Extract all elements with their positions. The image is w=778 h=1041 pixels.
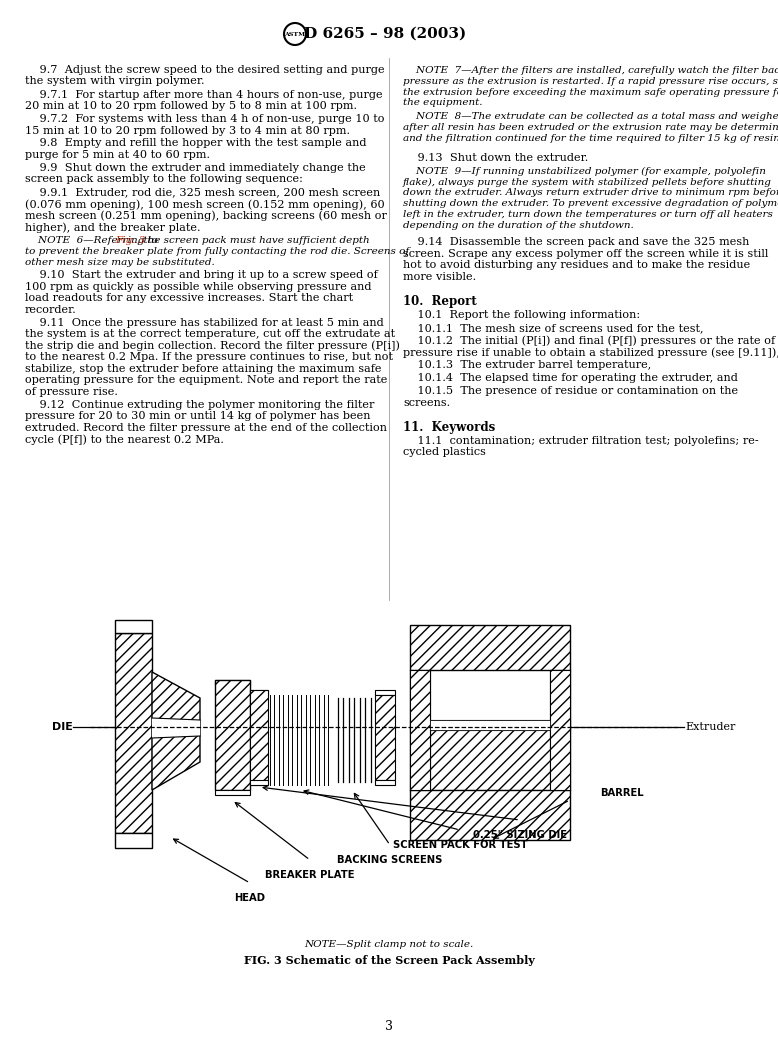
Text: NOTE  7—After the filters are installed, carefully watch the filter back: NOTE 7—After the filters are installed, … <box>403 66 778 75</box>
Text: 10.1.1  The mesh size of screens used for the test,: 10.1.1 The mesh size of screens used for… <box>403 323 703 333</box>
Text: and the filtration continued for the time required to filter 15 kg of resin.: and the filtration continued for the tim… <box>403 134 778 143</box>
Text: DIE: DIE <box>52 722 73 732</box>
Text: NOTE  8—The extrudate can be collected as a total mass and weighed: NOTE 8—The extrudate can be collected as… <box>403 112 778 121</box>
Text: NOTE  6—Referring to: NOTE 6—Referring to <box>25 236 161 245</box>
Text: 10.1  Report the following information:: 10.1 Report the following information: <box>403 310 640 320</box>
Text: cycle (P[f]) to the nearest 0.2 MPa.: cycle (P[f]) to the nearest 0.2 MPa. <box>25 434 224 445</box>
Text: 10.1.4  The elapsed time for operating the extruder, and: 10.1.4 The elapsed time for operating th… <box>403 374 738 383</box>
Text: 100 rpm as quickly as possible while observing pressure and: 100 rpm as quickly as possible while obs… <box>25 282 372 291</box>
Text: 9.7.1  For startup after more than 4 hours of non-use, purge: 9.7.1 For startup after more than 4 hour… <box>25 90 383 100</box>
Polygon shape <box>152 672 200 790</box>
Text: screen pack assembly to the following sequence:: screen pack assembly to the following se… <box>25 175 303 184</box>
Text: 9.7.2  For systems with less than 4 h of non-use, purge 10 to: 9.7.2 For systems with less than 4 h of … <box>25 115 384 124</box>
Polygon shape <box>115 833 152 848</box>
Text: mesh screen (0.251 mm opening), backing screens (60 mesh or: mesh screen (0.251 mm opening), backing … <box>25 210 387 221</box>
Text: stabilize, stop the extruder before attaining the maximum safe: stabilize, stop the extruder before atta… <box>25 364 381 374</box>
Polygon shape <box>115 633 152 833</box>
Text: the system with virgin polymer.: the system with virgin polymer. <box>25 76 205 86</box>
Text: (0.076 mm opening), 100 mesh screen (0.152 mm opening), 60: (0.076 mm opening), 100 mesh screen (0.1… <box>25 199 384 209</box>
Text: load readouts for any excessive increases. Start the chart: load readouts for any excessive increase… <box>25 294 353 303</box>
Polygon shape <box>410 625 570 670</box>
Polygon shape <box>250 690 268 695</box>
Text: down the extruder. Always return extruder drive to minimum rpm before: down the extruder. Always return extrude… <box>403 188 778 197</box>
Text: pressure rise if unable to obtain a stabilized pressure (see [9.11]),: pressure rise if unable to obtain a stab… <box>403 348 778 358</box>
Text: 9.7  Adjust the screw speed to the desired setting and purge: 9.7 Adjust the screw speed to the desire… <box>25 65 384 75</box>
Polygon shape <box>430 720 550 730</box>
Text: to the nearest 0.2 Mpa. If the pressure continues to rise, but not: to the nearest 0.2 Mpa. If the pressure … <box>25 353 393 362</box>
Polygon shape <box>375 695 395 780</box>
Text: 9.10  Start the extruder and bring it up to a screw speed of: 9.10 Start the extruder and bring it up … <box>25 271 378 280</box>
Text: screens.: screens. <box>403 398 450 408</box>
Text: Extruder: Extruder <box>685 722 735 732</box>
Text: 10.1.3  The extruder barrel temperature,: 10.1.3 The extruder barrel temperature, <box>403 360 651 371</box>
Polygon shape <box>430 730 550 790</box>
Text: FIG. 3 Schematic of the Screen Pack Assembly: FIG. 3 Schematic of the Screen Pack Asse… <box>244 955 534 966</box>
Text: HEAD: HEAD <box>234 893 265 903</box>
Polygon shape <box>250 690 268 785</box>
Text: other mesh size may be substituted.: other mesh size may be substituted. <box>25 257 215 266</box>
Polygon shape <box>550 670 570 790</box>
Text: pressure for 20 to 30 min or until 14 kg of polymer has been: pressure for 20 to 30 min or until 14 kg… <box>25 411 370 422</box>
Polygon shape <box>115 620 152 633</box>
Polygon shape <box>152 718 200 738</box>
Text: BACKING SCREENS: BACKING SCREENS <box>338 855 443 865</box>
Text: 10.1.5  The presence of residue or contamination on the: 10.1.5 The presence of residue or contam… <box>403 386 738 397</box>
Text: ASTM: ASTM <box>285 31 306 36</box>
Text: the system is at the correct temperature, cut off the extrudate at: the system is at the correct temperature… <box>25 329 395 339</box>
Text: to prevent the breaker plate from fully contacting the rod die. Screens of: to prevent the breaker plate from fully … <box>25 247 409 256</box>
Polygon shape <box>410 790 570 840</box>
Text: operating pressure for the equipment. Note and report the rate: operating pressure for the equipment. No… <box>25 376 387 385</box>
Text: higher), and the breaker plate.: higher), and the breaker plate. <box>25 222 201 232</box>
Text: screen. Scrape any excess polymer off the screen while it is still: screen. Scrape any excess polymer off th… <box>403 249 769 259</box>
Text: flake), always purge the system with stabilized pellets before shutting: flake), always purge the system with sta… <box>403 177 772 186</box>
Polygon shape <box>410 720 570 730</box>
Text: the strip die and begin collection. Record the filter pressure (P[i]): the strip die and begin collection. Reco… <box>25 340 400 352</box>
Text: , the screen pack must have sufficient depth: , the screen pack must have sufficient d… <box>137 236 370 245</box>
Text: depending on the duration of the shutdown.: depending on the duration of the shutdow… <box>403 221 634 230</box>
Text: NOTE  9—If running unstabilized polymer (for example, polyolefin: NOTE 9—If running unstabilized polymer (… <box>403 167 766 176</box>
Text: 0.25" SIZING DIE: 0.25" SIZING DIE <box>473 830 567 840</box>
Text: 20 min at 10 to 20 rpm followed by 5 to 8 min at 100 rpm.: 20 min at 10 to 20 rpm followed by 5 to … <box>25 101 357 111</box>
Text: SCREEN PACK FOR TEST: SCREEN PACK FOR TEST <box>393 840 527 850</box>
Polygon shape <box>215 680 250 790</box>
Text: BREAKER PLATE: BREAKER PLATE <box>265 870 355 880</box>
Polygon shape <box>250 780 268 785</box>
Text: 15 min at 10 to 20 rpm followed by 3 to 4 min at 80 rpm.: 15 min at 10 to 20 rpm followed by 3 to … <box>25 126 350 135</box>
Text: cycled plastics: cycled plastics <box>403 448 486 457</box>
Polygon shape <box>215 680 250 685</box>
Text: left in the extruder, turn down the temperatures or turn off all heaters: left in the extruder, turn down the temp… <box>403 210 773 219</box>
Text: 10.1.2  The initial (P[i]) and final (P[f]) pressures or the rate of: 10.1.2 The initial (P[i]) and final (P[f… <box>403 336 775 347</box>
Text: 9.13  Shut down the extruder.: 9.13 Shut down the extruder. <box>403 153 588 162</box>
Polygon shape <box>375 780 395 785</box>
Text: extruded. Record the filter pressure at the end of the collection: extruded. Record the filter pressure at … <box>25 423 387 433</box>
Text: Fig. 3: Fig. 3 <box>115 236 145 245</box>
Text: D 6265 – 98 (2003): D 6265 – 98 (2003) <box>304 27 466 41</box>
Text: NOTE—Split clamp not to scale.: NOTE—Split clamp not to scale. <box>304 940 474 949</box>
Text: 11.1  contamination; extruder filtration test; polyolefins; re-: 11.1 contamination; extruder filtration … <box>403 436 759 446</box>
Text: 9.11  Once the pressure has stabilized for at least 5 min and: 9.11 Once the pressure has stabilized fo… <box>25 318 384 328</box>
Text: 10.  Report: 10. Report <box>403 295 477 308</box>
Text: the equipment.: the equipment. <box>403 99 482 107</box>
Text: 9.14  Disassemble the screen pack and save the 325 mesh: 9.14 Disassemble the screen pack and sav… <box>403 237 749 248</box>
Text: of pressure rise.: of pressure rise. <box>25 387 118 397</box>
Text: recorder.: recorder. <box>25 305 77 314</box>
Text: hot to avoid disturbing any residues and to make the residue: hot to avoid disturbing any residues and… <box>403 260 750 271</box>
Text: 9.9  Shut down the extruder and immediately change the: 9.9 Shut down the extruder and immediate… <box>25 163 366 173</box>
Text: purge for 5 min at 40 to 60 rpm.: purge for 5 min at 40 to 60 rpm. <box>25 150 210 160</box>
Text: more visible.: more visible. <box>403 272 476 282</box>
Text: 9.12  Continue extruding the polymer monitoring the filter: 9.12 Continue extruding the polymer moni… <box>25 400 374 410</box>
Polygon shape <box>375 690 395 695</box>
Text: 11.  Keywords: 11. Keywords <box>403 421 496 434</box>
Text: 9.8  Empty and refill the hopper with the test sample and: 9.8 Empty and refill the hopper with the… <box>25 138 366 149</box>
Text: 3: 3 <box>385 1020 393 1033</box>
Text: after all resin has been extruded or the extrusion rate may be determined: after all resin has been extruded or the… <box>403 123 778 132</box>
Text: pressure as the extrusion is restarted. If a rapid pressure rise occurs, stop: pressure as the extrusion is restarted. … <box>403 77 778 85</box>
Text: 9.9.1  Extruder, rod die, 325 mesh screen, 200 mesh screen: 9.9.1 Extruder, rod die, 325 mesh screen… <box>25 187 380 198</box>
Polygon shape <box>215 790 250 795</box>
Text: shutting down the extruder. To prevent excessive degradation of polymer: shutting down the extruder. To prevent e… <box>403 199 778 208</box>
Polygon shape <box>410 670 430 790</box>
Text: the extrusion before exceeding the maximum safe operating pressure for: the extrusion before exceeding the maxim… <box>403 87 778 97</box>
Text: BARREL: BARREL <box>600 788 643 798</box>
